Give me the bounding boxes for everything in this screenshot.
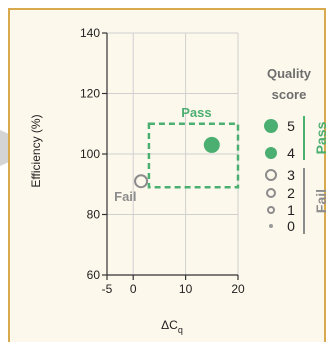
axes: 60 80 100 120 140 -5 0 10 20 [80, 26, 245, 296]
annotations: Fail [114, 189, 136, 204]
data-point [203, 136, 220, 153]
legend-marker [265, 169, 277, 181]
chart-frame [8, 8, 326, 347]
x-axis-label-main: ΔC [161, 318, 178, 332]
y-tick-label: 60 [87, 268, 101, 282]
pass-region-box [147, 122, 240, 189]
y-tick-label: 140 [80, 26, 100, 40]
legend-marker [267, 206, 275, 214]
y-tick-label: 120 [80, 87, 100, 101]
legend-entry-label: 5 [287, 118, 295, 134]
legend-entry-label: 4 [287, 145, 295, 161]
y-axis-label: Efficiency (%) [29, 114, 43, 187]
legend: Quality score 5 4 3 210 Pass Fail [264, 66, 329, 234]
x-axis-label-subscript: q [178, 325, 183, 335]
x-tick-label: 20 [231, 282, 245, 296]
legend-marker [265, 147, 277, 159]
legend-marker [269, 224, 273, 228]
legend-title-line2: score [272, 87, 307, 102]
legend-marker [266, 188, 276, 198]
legend-fail-label: Fail [313, 189, 329, 213]
pass-region: Pass [147, 105, 240, 189]
data-points [134, 136, 220, 189]
x-tick-label: 10 [179, 282, 193, 296]
x-axis-label: ΔCq [161, 318, 183, 335]
fail-annotation: Fail [114, 189, 136, 204]
y-tick-label: 80 [87, 208, 101, 222]
y-tick-label: 100 [80, 147, 100, 161]
legend-entry-label: 0 [287, 218, 295, 234]
legend-entry-label: 3 [287, 167, 295, 183]
legend-pass-label: Pass [313, 121, 329, 154]
legend-marker [264, 119, 278, 133]
x-tick-label: 0 [130, 282, 137, 296]
axis-labels: Efficiency (%) ΔCq [29, 114, 183, 335]
data-point [134, 174, 149, 189]
pass-region-label: Pass [181, 105, 211, 120]
legend-title-line1: Quality [267, 66, 312, 81]
legend-entry-label: 2 [287, 185, 295, 201]
legend-entry-label: 1 [287, 202, 295, 218]
x-tick-label: -5 [102, 282, 113, 296]
